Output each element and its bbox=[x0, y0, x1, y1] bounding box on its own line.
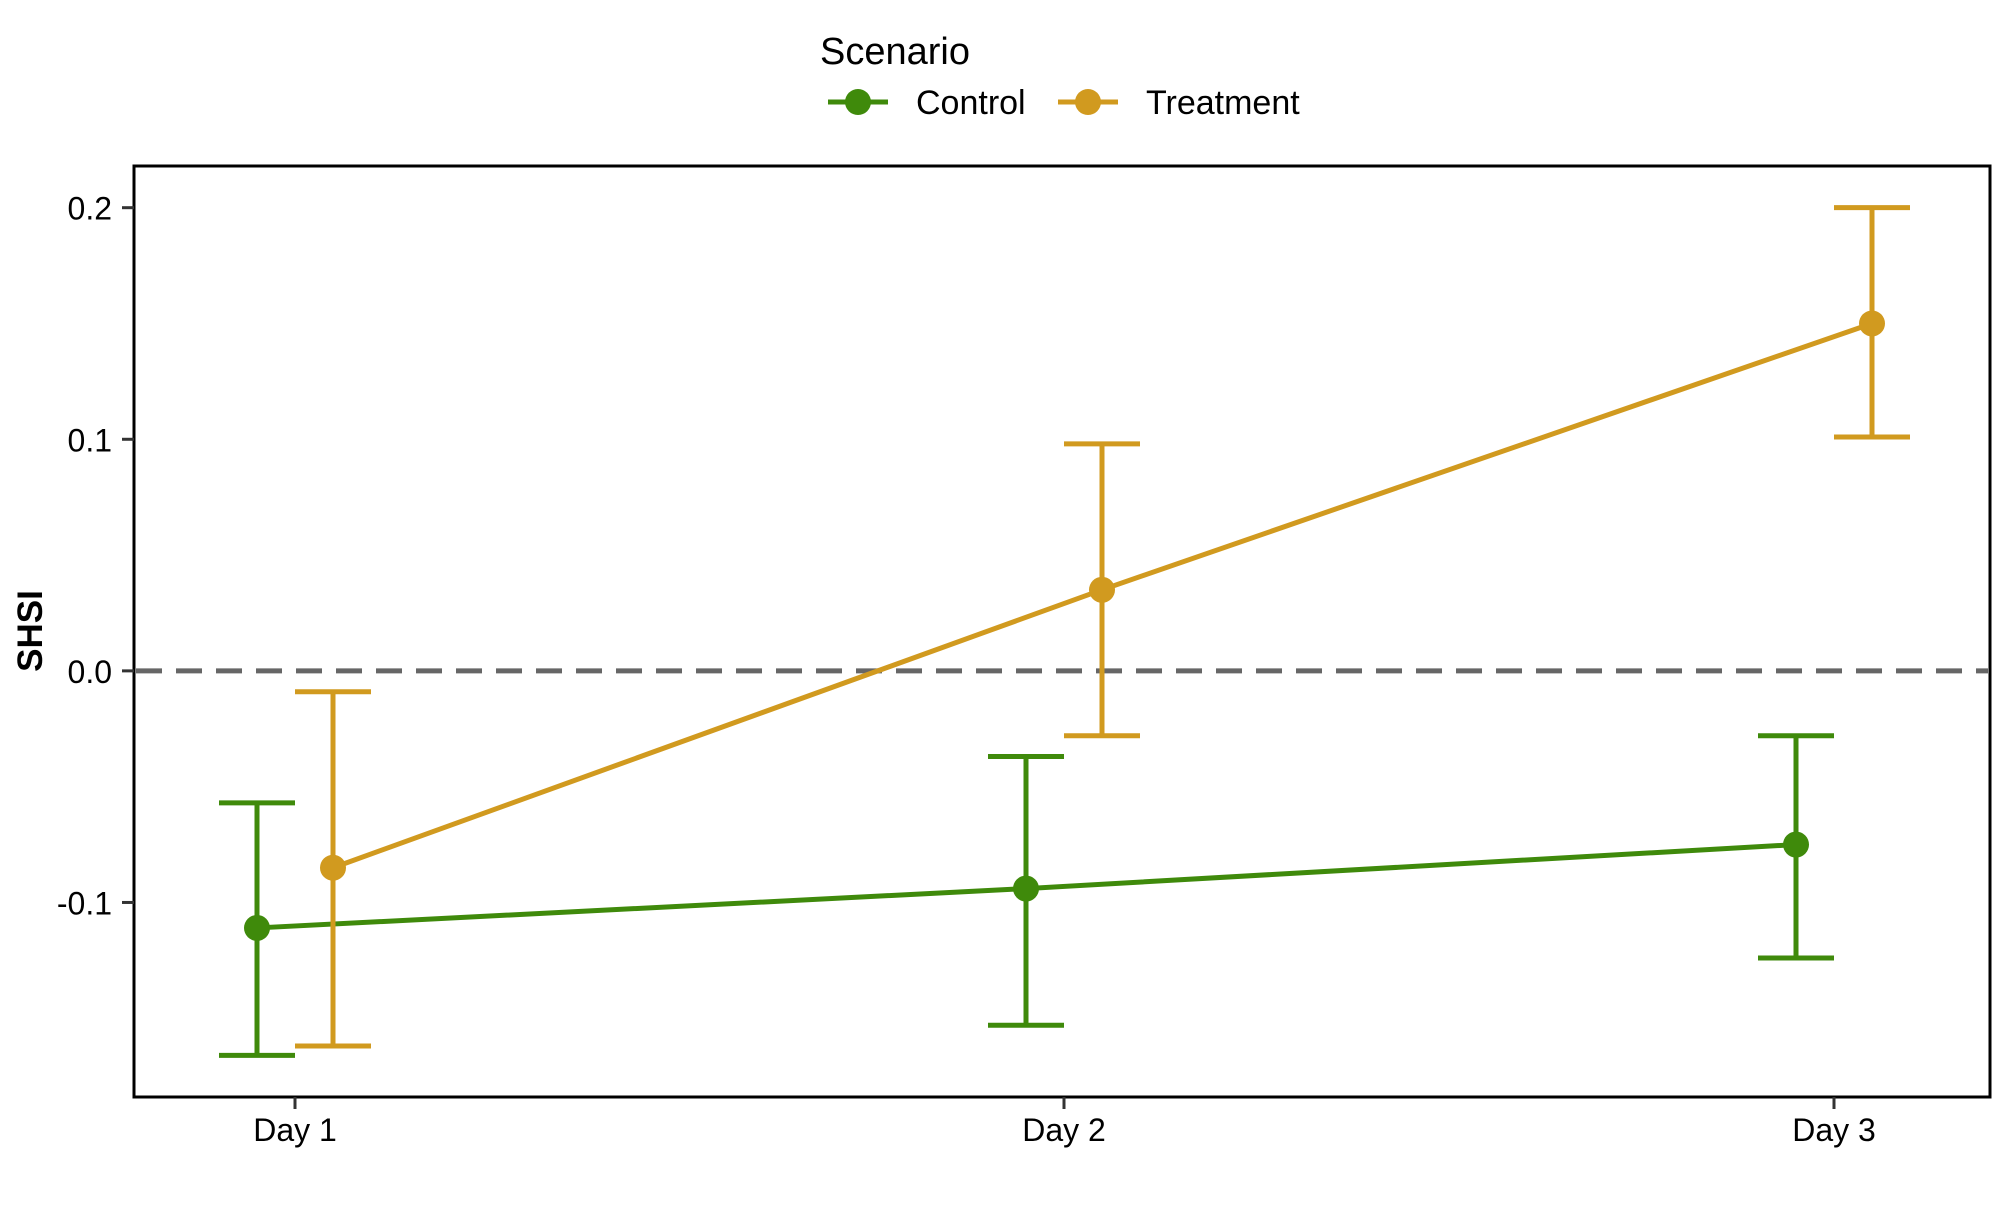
x-tick-label: Day 3 bbox=[1792, 1112, 1876, 1148]
legend-item-control: Control bbox=[828, 84, 1026, 122]
y-tick-label: 0.0 bbox=[68, 654, 112, 690]
data-point bbox=[1859, 310, 1885, 337]
legend-item-treatment: Treatment bbox=[1058, 84, 1300, 122]
plot-frame bbox=[132, 164, 1992, 1099]
data-point bbox=[1783, 831, 1809, 858]
y-tick-label: -0.1 bbox=[57, 885, 112, 921]
data-point bbox=[320, 854, 346, 881]
legend-key-point bbox=[845, 89, 871, 115]
legend-label: Treatment bbox=[1146, 84, 1300, 122]
y-tick-label: 0.1 bbox=[68, 422, 112, 458]
series-treatment bbox=[295, 205, 1910, 1049]
legend: Control Treatment bbox=[828, 84, 1300, 122]
x-tick-label: Day 2 bbox=[1022, 1112, 1106, 1148]
legend-label: Control bbox=[916, 84, 1026, 122]
data-point bbox=[1013, 875, 1039, 902]
legend-key-point bbox=[1075, 89, 1101, 115]
series-control bbox=[219, 733, 1834, 1058]
legend-title: Scenario bbox=[820, 31, 970, 73]
plot-marks bbox=[136, 205, 1988, 1058]
x-axis: Day 1 Day 2 Day 3 bbox=[253, 1097, 1876, 1148]
data-point bbox=[244, 914, 270, 941]
y-axis-label: SHSI bbox=[11, 590, 50, 672]
data-point bbox=[1089, 576, 1115, 603]
y-axis: -0.1 0.0 0.1 0.2 bbox=[57, 191, 134, 921]
y-tick-label: 0.2 bbox=[68, 191, 112, 227]
x-tick-label: Day 1 bbox=[253, 1112, 337, 1148]
